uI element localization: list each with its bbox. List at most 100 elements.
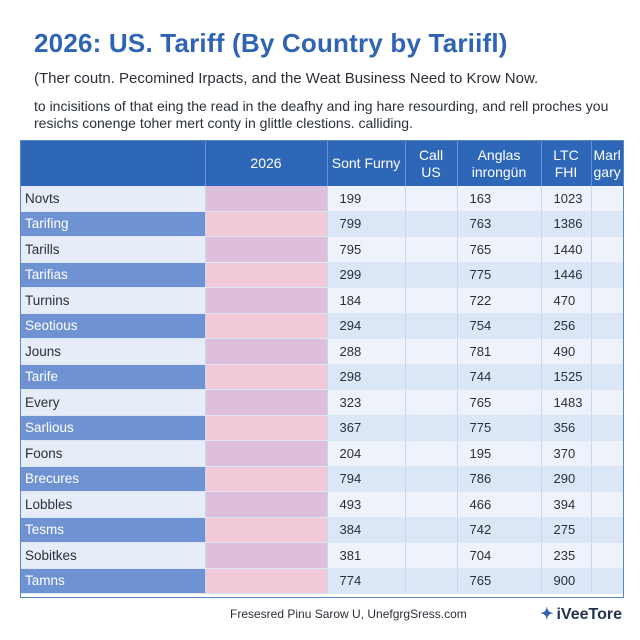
- table-row: Jouns 288 781 490: [21, 338, 623, 365]
- table-cell: [591, 568, 623, 594]
- table-cell: 290: [541, 466, 592, 492]
- table-cell: 786: [457, 466, 542, 492]
- table-cell: [205, 287, 328, 314]
- tariff-table: 2026 Sont Furny Call US Anglas inrongün …: [21, 141, 623, 594]
- table-cell: [405, 542, 458, 569]
- table-cell: 1440: [541, 236, 592, 263]
- brand-logo: ✦ iVeeTore: [540, 604, 622, 624]
- column-header-call-us: Call US: [405, 141, 458, 186]
- row-label: Seotious: [21, 313, 206, 339]
- table-cell: 765: [457, 236, 542, 263]
- row-label: Lobbles: [21, 491, 206, 518]
- table-cell: 466: [457, 491, 542, 518]
- table-cell: 288: [327, 338, 406, 365]
- column-header-anglas: Anglas inrongün: [457, 141, 542, 186]
- table-cell: 199: [327, 186, 406, 212]
- table-cell: 367: [327, 415, 406, 441]
- table-cell: 722: [457, 287, 542, 314]
- row-label: Tarifias: [21, 262, 206, 288]
- table-cell: [205, 236, 328, 263]
- table-cell: 294: [327, 313, 406, 339]
- table-cell: 775: [457, 262, 542, 288]
- table-cell: [405, 262, 458, 288]
- table-cell: [591, 440, 623, 467]
- table-cell: 775: [457, 415, 542, 441]
- table-cell: [591, 262, 623, 288]
- table-cell: [205, 491, 328, 518]
- table-row: Foons 204 195 370: [21, 440, 623, 467]
- table-cell: 794: [327, 466, 406, 492]
- page-title: 2026: US. Tariff (By Country by Tariifl): [34, 28, 508, 58]
- table-cell: [405, 466, 458, 492]
- table-cell: [591, 287, 623, 314]
- table-cell: 704: [457, 542, 542, 569]
- table-row: Sarlious 367 775 356: [21, 415, 623, 441]
- table-row: Tesms 384 742 275: [21, 517, 623, 543]
- table-cell: [591, 236, 623, 263]
- row-label: Sobitkes: [21, 542, 206, 569]
- column-header-2026: 2026: [205, 141, 328, 186]
- table-row: Tarills 795 765 1440: [21, 236, 623, 263]
- row-label: Tesms: [21, 517, 206, 543]
- table-cell: 204: [327, 440, 406, 467]
- table-cell: [405, 364, 458, 390]
- table-row: Tarifias 299 775 1446: [21, 262, 623, 288]
- table-cell: [205, 211, 328, 237]
- table-cell: 765: [457, 568, 542, 594]
- table-cell: [405, 440, 458, 467]
- table-row: Turnins 184 722 470: [21, 287, 623, 314]
- table-cell: [405, 568, 458, 594]
- table-cell: 1023: [541, 186, 592, 212]
- table-cell: 754: [457, 313, 542, 339]
- brand-name: iVeeTore: [556, 606, 622, 623]
- table-cell: [205, 262, 328, 288]
- row-label: Tarife: [21, 364, 206, 390]
- table-row: Tamns 774 765 900: [21, 568, 623, 594]
- compass-icon: ✦: [540, 606, 554, 623]
- table-cell: [591, 415, 623, 441]
- table-cell: 184: [327, 287, 406, 314]
- table-cell: 763: [457, 211, 542, 237]
- table-cell: [205, 364, 328, 390]
- table-cell: 1525: [541, 364, 592, 390]
- table-cell: 490: [541, 338, 592, 365]
- table-cell: [205, 186, 328, 212]
- column-header-name: [21, 141, 206, 186]
- table-cell: [405, 313, 458, 339]
- table-cell: 1386: [541, 211, 592, 237]
- table-row: Lobbles 493 466 394: [21, 491, 623, 518]
- table-cell: [405, 338, 458, 365]
- column-header-marl-gary: Marl gary: [591, 141, 623, 186]
- table-cell: 384: [327, 517, 406, 543]
- table-cell: 1446: [541, 262, 592, 288]
- table-cell: 742: [457, 517, 542, 543]
- table-row: Brecures 794 786 290: [21, 466, 623, 492]
- table-row: Sobitkes 381 704 235: [21, 542, 623, 569]
- table-cell: 900: [541, 568, 592, 594]
- table-cell: 323: [327, 389, 406, 416]
- table-cell: 795: [327, 236, 406, 263]
- table-cell: 765: [457, 389, 542, 416]
- table-row: Every 323 765 1483: [21, 389, 623, 416]
- column-header-sont-furny: Sont Furny: [327, 141, 406, 186]
- table-header-row: 2026 Sont Furny Call US Anglas inrongün …: [21, 141, 623, 186]
- table-cell: [205, 440, 328, 467]
- table-row: Tarifing 799 763 1386: [21, 211, 623, 237]
- table-cell: [591, 211, 623, 237]
- table-cell: [591, 313, 623, 339]
- table-cell: 356: [541, 415, 592, 441]
- row-label: Sarlious: [21, 415, 206, 441]
- table-cell: [405, 236, 458, 263]
- column-header-ltc-fhi: LTC FHI: [541, 141, 592, 186]
- table-cell: [591, 491, 623, 518]
- row-label: Brecures: [21, 466, 206, 492]
- table-cell: [205, 568, 328, 594]
- table-cell: 774: [327, 568, 406, 594]
- table-cell: [591, 338, 623, 365]
- table-cell: [591, 364, 623, 390]
- table-cell: [591, 542, 623, 569]
- table-cell: 799: [327, 211, 406, 237]
- tariff-table-container: 2026 Sont Furny Call US Anglas inrongün …: [20, 140, 624, 598]
- table-cell: [205, 466, 328, 492]
- row-label: Foons: [21, 440, 206, 467]
